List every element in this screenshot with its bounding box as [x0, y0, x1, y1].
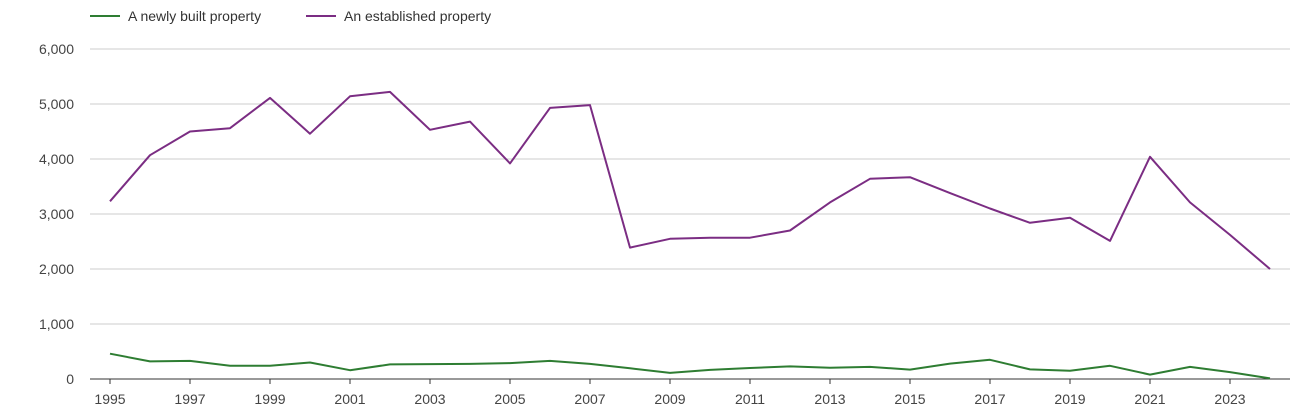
- y-tick-label: 2,000: [39, 261, 74, 277]
- series-line-established: [109, 90, 1271, 270]
- x-tick-label: 2021: [1134, 391, 1165, 407]
- x-tick-label: 2009: [654, 391, 685, 407]
- x-tick-label: 2003: [414, 391, 445, 407]
- y-tick-label: 1,000: [39, 316, 74, 332]
- x-tick-label: 2023: [1214, 391, 1245, 407]
- y-axis-ticks: 0 1,000 2,000 3,000 4,000 5,000 6,000: [39, 41, 74, 387]
- x-tick-label: 1999: [254, 391, 285, 407]
- legend: A newly built property An established pr…: [90, 8, 491, 24]
- y-tick-label: 4,000: [39, 151, 74, 167]
- legend-label-newly-built: A newly built property: [128, 8, 261, 24]
- series-lines: [109, 90, 1271, 380]
- legend-label-established: An established property: [344, 8, 491, 24]
- x-axis-ticks: 1995 1997 1999 2001 2003 2005 2007 2009 2011 2013…: [94, 379, 1246, 407]
- x-tick-label: 2013: [814, 391, 845, 407]
- x-tick-label: 1995: [94, 391, 125, 407]
- y-tick-label: 5,000: [39, 96, 74, 112]
- gridlines: [90, 48, 1290, 380]
- x-tick-label: 2015: [894, 391, 925, 407]
- x-tick-label: 2019: [1054, 391, 1085, 407]
- y-tick-label: 6,000: [39, 41, 74, 57]
- x-tick-label: 2001: [334, 391, 365, 407]
- x-tick-label: 2007: [574, 391, 605, 407]
- x-tick-label: 1997: [174, 391, 205, 407]
- y-tick-label: 0: [66, 371, 74, 387]
- x-tick-label: 2011: [735, 391, 765, 407]
- x-tick-label: 2017: [974, 391, 1005, 407]
- series-line-newly-built: [109, 352, 1271, 380]
- y-tick-label: 3,000: [39, 206, 74, 222]
- x-tick-label: 2005: [494, 391, 525, 407]
